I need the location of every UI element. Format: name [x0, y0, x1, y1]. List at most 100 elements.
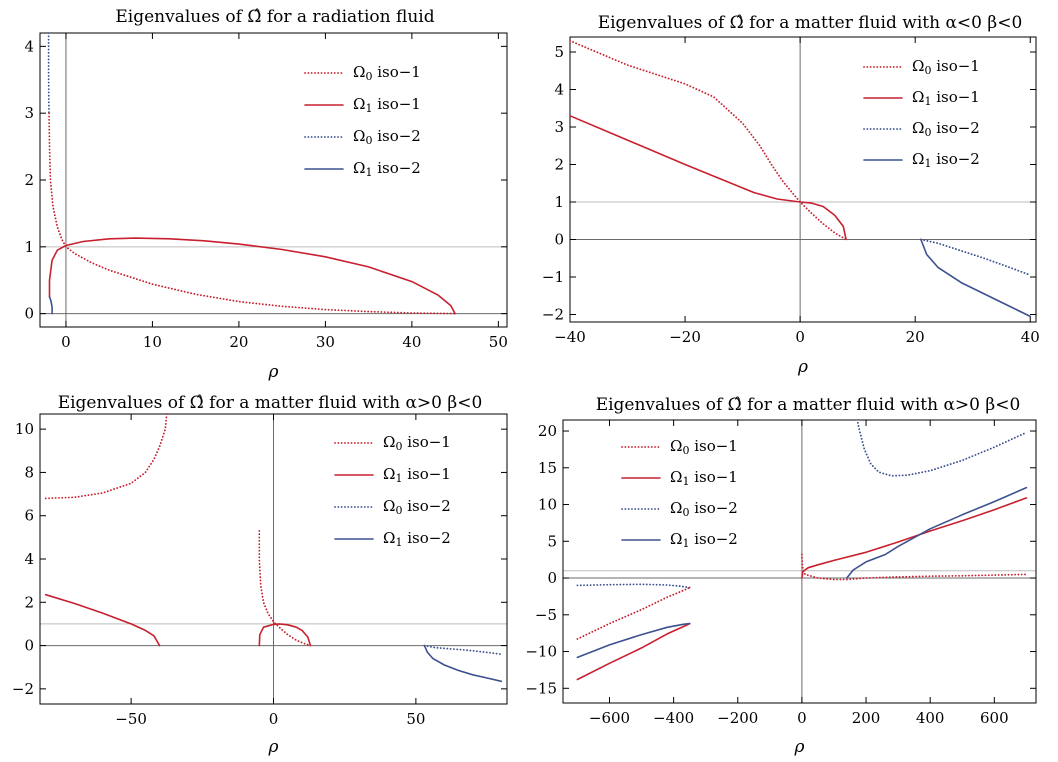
series-line-iso1-solid: [576, 622, 691, 681]
legend-label: Ω0 iso−1: [383, 433, 451, 453]
x-tick-label: 50: [489, 333, 508, 351]
legend: Ω0 iso−1 Ω1 iso−1 Ω0 iso−2 Ω1 iso−2: [334, 433, 451, 549]
y-tick-label: 3: [24, 104, 34, 122]
legend-label: Ω0 iso−2: [670, 499, 738, 519]
series-line-iso1-solid: [48, 237, 456, 315]
legend: Ω0 iso−1 Ω1 iso−1 Ω0 iso−2 Ω1 iso−2: [304, 63, 421, 179]
chart-panel-4: −600 −400 −200 0 200 400 600 −15 −10 −5 0 5 10 15 20 Ei…: [525, 395, 1037, 757]
legend-label: Ω1 iso−1: [670, 468, 738, 488]
y-tick-label: 6: [24, 507, 34, 525]
legend-label: Ω0 iso−1: [912, 57, 980, 77]
chart-title: Eigenvalues of Ω̂ for a radiation fluid: [115, 7, 434, 27]
y-tick-label: −2: [542, 306, 564, 324]
x-tick-label: −200: [717, 709, 758, 727]
legend-label: Ω1 iso−1: [383, 465, 451, 485]
y-tick-label: 2: [554, 156, 564, 174]
y-tick-label: 3: [554, 118, 564, 136]
y-tick-label: 0: [24, 305, 34, 323]
y-tick-label: 1: [24, 238, 34, 256]
x-tick-label: −50: [115, 710, 147, 728]
y-tick-label: 8: [24, 463, 34, 481]
y-tick-label: 10: [15, 420, 34, 438]
legend-label: Ω1 iso−2: [912, 150, 980, 170]
series-group: [570, 39, 1032, 318]
series-group: [47, 33, 456, 315]
x-tick-label: 0: [795, 328, 805, 346]
plot-frame: [39, 32, 508, 328]
y-tick-label: 20: [538, 422, 557, 440]
x-axis-label: ρ: [794, 737, 805, 757]
chart-title: Eigenvalues of Ω̂ for a matter fluid wit…: [596, 395, 1021, 415]
y-tick-label: 0: [554, 231, 564, 249]
series-line-iso2-solid: [423, 644, 503, 683]
series-group: [44, 414, 503, 683]
chart-panel-2: −40 −20 0 20 40 −2 −1 0 1 2 3 4 5 Eigenvalues of Ω̂ f…: [542, 13, 1040, 377]
y-tick-label: −1: [542, 268, 564, 286]
x-tick-label: 600: [980, 709, 1009, 727]
series-line-iso2-solid: [920, 238, 1031, 318]
x-tick-label: −400: [653, 709, 694, 727]
x-tick-label: 40: [402, 333, 421, 351]
legend-label: Ω1 iso−2: [353, 159, 421, 179]
x-tick-label: 50: [406, 710, 425, 728]
chart-panel-1: 0 10 20 30 40 50 0 1 2 3 4 Eigenvalues of Ω̂ for a …: [24, 7, 507, 382]
y-tick-label: 5: [554, 43, 564, 61]
legend-label: Ω1 iso−1: [353, 95, 421, 115]
x-tick-label: 200: [852, 709, 881, 727]
legend-label: Ω0 iso−2: [353, 127, 421, 147]
y-tick-label: 1: [554, 193, 564, 211]
series-group: [576, 420, 1028, 681]
y-tick-label: −10: [525, 643, 557, 661]
y-tick-label: 4: [554, 81, 564, 99]
y-tick-label: −5: [535, 606, 557, 624]
y-tick-label: 0: [547, 569, 557, 587]
x-tick-label: 20: [906, 328, 925, 346]
y-tick-label: −2: [12, 680, 34, 698]
series-line-iso1-dotted: [258, 530, 312, 647]
chart-title: Eigenvalues of Ω̂ for a matter fluid wit…: [598, 13, 1023, 33]
series-line-iso2-solid: [48, 296, 53, 315]
legend-label: Ω1 iso−2: [383, 529, 451, 549]
chart-panel-3: −50 0 50 −2 0 2 4 6 8 10 Eigenvalues of Ω̂ for a m…: [12, 393, 508, 757]
legend-label: Ω0 iso−1: [353, 63, 421, 83]
legend-label: Ω0 iso−2: [383, 497, 451, 517]
legend-label: Ω0 iso−2: [912, 119, 980, 139]
x-tick-label: 0: [61, 333, 71, 351]
series-line-iso1-solid: [44, 593, 161, 647]
series-line-iso2-dotted: [920, 238, 1032, 276]
series-line-iso1-dotted: [576, 586, 691, 640]
x-tick-label: −20: [669, 328, 701, 346]
legend: Ω0 iso−1 Ω1 iso−1 Ω0 iso−2 Ω1 iso−2: [621, 437, 738, 550]
y-tick-label: 15: [538, 459, 557, 477]
y-tick-label: 0: [24, 637, 34, 655]
legend-label: Ω1 iso−2: [670, 530, 738, 550]
series-line-iso2-dotted: [576, 583, 691, 589]
y-tick-label: 10: [538, 496, 557, 514]
chart-title: Eigenvalues of Ω̂ for a matter fluid wit…: [58, 393, 483, 413]
x-tick-label: −40: [554, 328, 586, 346]
series-line-iso2-solid: [576, 622, 691, 659]
y-tick-label: 4: [24, 550, 34, 568]
legend: Ω0 iso−1 Ω1 iso−1 Ω0 iso−2 Ω1 iso−2: [863, 57, 980, 170]
y-tick-label: −15: [525, 679, 557, 697]
series-line-iso1-solid: [570, 115, 847, 241]
x-axis-label: ρ: [268, 362, 279, 382]
legend-label: Ω1 iso−1: [912, 88, 980, 108]
x-tick-label: −600: [589, 709, 630, 727]
series-line-iso2-dotted: [423, 644, 503, 656]
y-tick-label: 5: [547, 532, 557, 550]
x-tick-label: 10: [143, 333, 162, 351]
plot-frame: [569, 36, 1037, 323]
legend-label: Ω0 iso−1: [670, 437, 738, 457]
series-line-iso1-solid: [801, 497, 1028, 579]
plot-frame: [562, 419, 1037, 704]
series-line-iso2-solid: [846, 486, 1028, 579]
y-tick-label: 4: [24, 37, 34, 55]
series-line-iso1-dotted: [801, 553, 1028, 581]
x-axis-label: ρ: [797, 357, 808, 377]
series-line-iso1-dotted: [48, 112, 456, 315]
series-line-iso1-dotted: [44, 414, 168, 500]
x-tick-label: 400: [916, 709, 945, 727]
x-tick-label: 0: [797, 709, 807, 727]
